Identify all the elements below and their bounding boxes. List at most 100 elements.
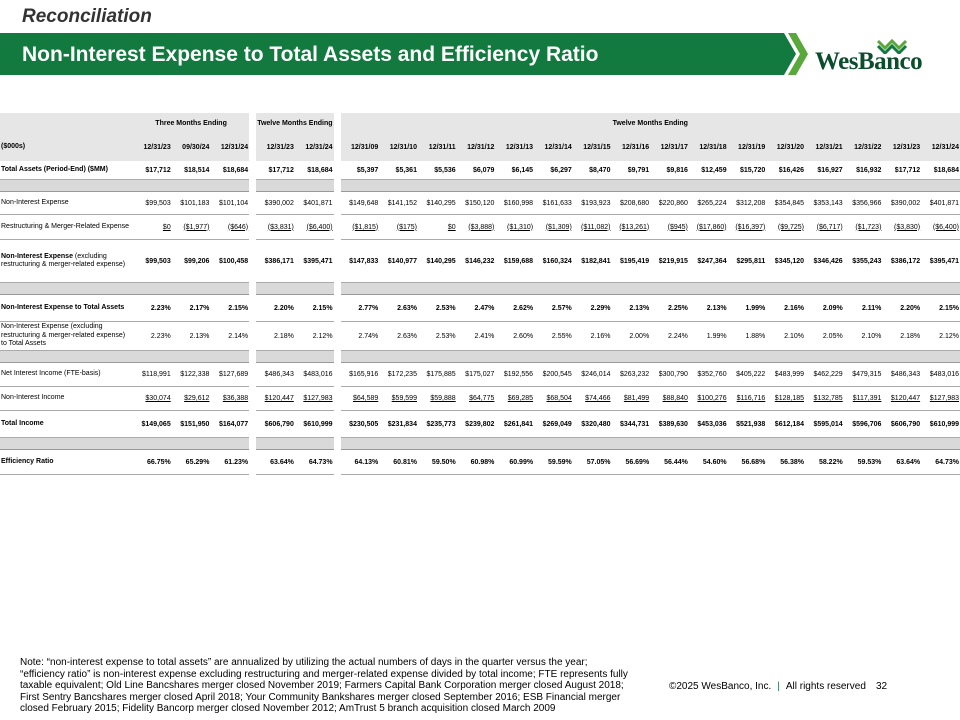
- cell-value: $610,999: [303, 420, 333, 428]
- group-header: Twelve Months Ending: [340, 113, 960, 133]
- cell-value: $161,633: [542, 199, 572, 207]
- cell-value: 64.13%: [354, 458, 379, 466]
- cell-value: $101,104: [218, 199, 249, 207]
- cell: $486,343: [256, 362, 295, 387]
- cell-value: $345,120: [774, 257, 804, 265]
- cell-value: $6,079: [472, 166, 495, 174]
- cell: $353,143: [805, 191, 844, 215]
- cell-value: 60.99%: [509, 458, 534, 466]
- cell-value: $231,834: [387, 420, 417, 428]
- cell: $483,016: [294, 362, 334, 387]
- separator-row: [0, 437, 960, 450]
- cell: $312,208: [727, 191, 767, 215]
- cell: $8,470: [572, 161, 612, 180]
- cell: ($1,309): [534, 214, 573, 240]
- cell: $175,027: [456, 362, 496, 387]
- cell-value: $346,426: [813, 257, 843, 265]
- cell-value: $320,480: [581, 420, 611, 428]
- cell: 2.20%: [882, 294, 922, 322]
- cell-value: 2.00%: [629, 332, 650, 340]
- cell: $610,999: [294, 410, 334, 438]
- cell-value: $69,285: [507, 395, 534, 402]
- cell: $127,983: [294, 386, 334, 411]
- cell-value: 2.13%: [629, 304, 650, 312]
- gap: [333, 437, 341, 450]
- cell-value: $483,016: [303, 371, 333, 378]
- cell-value: $16,927: [817, 166, 843, 174]
- cell-value: ($1,977): [183, 223, 210, 231]
- cell-value: 2.60%: [513, 332, 534, 340]
- cell: $5,397: [340, 161, 380, 180]
- cell-value: 2.55%: [551, 332, 572, 340]
- separator: [256, 350, 334, 363]
- cell: $345,120: [766, 239, 805, 283]
- separator: [133, 179, 250, 192]
- cell-value: $172,235: [387, 371, 417, 378]
- table-row: Total Income $149,065 $151,950 $164,077 $606…: [0, 410, 960, 438]
- row-label-text: Restructuring & Merger-Related Expense: [1, 222, 130, 230]
- cell-value: $486,343: [264, 371, 294, 378]
- cell: 1.99%: [727, 294, 767, 322]
- cell-value: $5,361: [395, 166, 417, 174]
- cell: 2.13%: [611, 294, 651, 322]
- cell-value: $401,871: [929, 199, 959, 207]
- cell-value: 2.12%: [939, 332, 959, 340]
- cell-value: $230,505: [349, 420, 379, 428]
- cell: $74,466: [572, 386, 612, 411]
- cell-value: 2.41%: [474, 332, 495, 340]
- cell-value: $64,775: [469, 395, 495, 402]
- table-row: Net Interest Income (FTE-basis) $118,991 $…: [0, 362, 960, 387]
- cell-value: $606,790: [890, 420, 921, 428]
- cell-value: $117,391: [852, 395, 882, 402]
- row-label: Restructuring & Merger-Related Expense: [0, 214, 134, 240]
- cell-value: 2.20%: [900, 304, 921, 312]
- row-label: Non-Interest Income: [0, 386, 134, 411]
- cell: 2.23%: [133, 294, 172, 322]
- cell-value: ($1,723): [855, 223, 882, 231]
- cell-value: 57.05%: [586, 458, 611, 466]
- cell-value: $59,599: [391, 395, 417, 402]
- cell: $354,845: [766, 191, 805, 215]
- cell: 2.05%: [805, 321, 844, 351]
- cell-value: 2.17%: [189, 304, 210, 312]
- table-row: Non-Interest Expense (excluding restruct…: [0, 239, 960, 283]
- cell: 2.63%: [379, 321, 418, 351]
- cell-value: 2.15%: [312, 304, 333, 312]
- cell: $389,630: [650, 410, 689, 438]
- cell: $182,841: [572, 239, 612, 283]
- row-label-text: Non-Interest Expense: [1, 198, 69, 206]
- cell: $132,785: [805, 386, 844, 411]
- cell: 2.55%: [534, 321, 573, 351]
- cell-value: $68,504: [546, 395, 572, 402]
- cell: 2.18%: [882, 321, 922, 351]
- gap: [333, 350, 341, 363]
- cell: $235,773: [417, 410, 457, 438]
- cell-value: $127,983: [929, 395, 959, 402]
- cell: 56.44%: [650, 449, 689, 475]
- cell-value: $401,871: [303, 199, 333, 207]
- group-header: Twelve Months Ending: [256, 113, 334, 133]
- cell: ($6,400): [921, 214, 960, 240]
- gap: [333, 191, 341, 215]
- cell: $141,152: [379, 191, 418, 215]
- gap: [333, 321, 341, 351]
- cell-value: $453,036: [697, 420, 727, 428]
- cell: $6,079: [456, 161, 496, 180]
- column-header: 12/31/11: [417, 133, 457, 161]
- gap: [249, 437, 257, 450]
- cell-value: $386,172: [890, 257, 921, 265]
- cell-value: $521,938: [736, 420, 766, 428]
- cell-value: 2.10%: [784, 332, 804, 340]
- cell-value: $127,983: [303, 395, 333, 402]
- cell-value: $612,184: [774, 420, 804, 428]
- cell: $64,775: [456, 386, 496, 411]
- column-header: 12/31/24: [294, 133, 334, 161]
- cell-value: $160,998: [503, 199, 534, 207]
- cell: ($16,397): [727, 214, 767, 240]
- cell-value: $6,297: [550, 166, 572, 174]
- cell-value: $88,840: [662, 395, 688, 402]
- cell-value: $8,470: [589, 166, 611, 174]
- cell-value: $0: [162, 223, 171, 231]
- cell: $127,983: [921, 386, 960, 411]
- cell: $17,712: [882, 161, 922, 180]
